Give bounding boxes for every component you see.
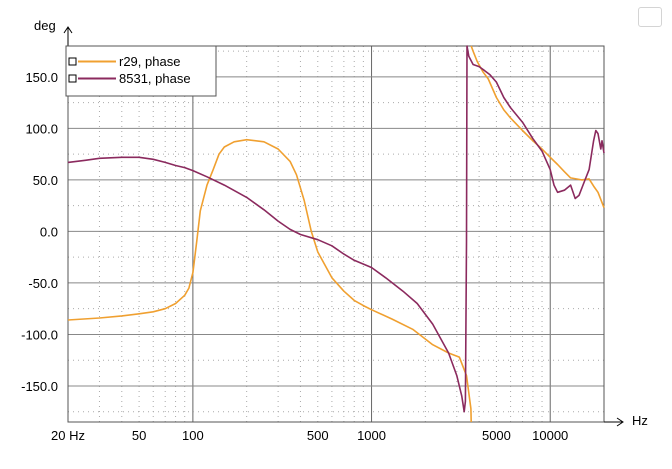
series-line-8531 [67, 45, 605, 413]
y-tick-label: -150.0 [21, 379, 58, 394]
legend-box [65, 45, 217, 97]
series-layer [67, 45, 605, 423]
x-tick-label: 500 [307, 428, 329, 443]
window-control-button[interactable] [638, 7, 662, 27]
legend-item-8531[interactable]: 8531, phase [68, 71, 191, 86]
legend-label-r29: r29, phase [119, 54, 180, 69]
legend: r29, phase 8531, phase [65, 45, 217, 97]
x-tick-label: 1000 [357, 428, 386, 443]
y-axis-label: deg [34, 18, 56, 33]
y-tick-label: 100.0 [25, 121, 58, 136]
y-tick-label: 0.0 [40, 224, 58, 239]
tick-labels: 150.0 100.0 50.0 0.0 -50.0 -100.0 -150.0 20 Hz 5… [21, 70, 568, 443]
legend-item-r29[interactable]: r29, phase [68, 54, 180, 69]
x-tick-label: 5000 [482, 428, 511, 443]
y-tick-label: 50.0 [33, 173, 58, 188]
x-axis-label: Hz [632, 413, 648, 428]
x-tick-label: 50 [132, 428, 146, 443]
y-tick-label: -100.0 [21, 327, 58, 342]
x-tick-label: 100 [182, 428, 204, 443]
x-tick-label: 10000 [532, 428, 568, 443]
legend-label-8531: 8531, phase [119, 71, 191, 86]
y-tick-label: -50.0 [28, 276, 58, 291]
plot-frame [67, 45, 605, 423]
y-tick-label: 150.0 [25, 70, 58, 85]
x-axis: Hz [604, 413, 648, 428]
y-axis: deg [34, 18, 73, 46]
legend-checkbox-r29[interactable] [68, 57, 77, 66]
legend-checkbox-8531[interactable] [68, 74, 77, 83]
x-tick-label: 20 Hz [51, 428, 85, 443]
grid [67, 46, 605, 422]
